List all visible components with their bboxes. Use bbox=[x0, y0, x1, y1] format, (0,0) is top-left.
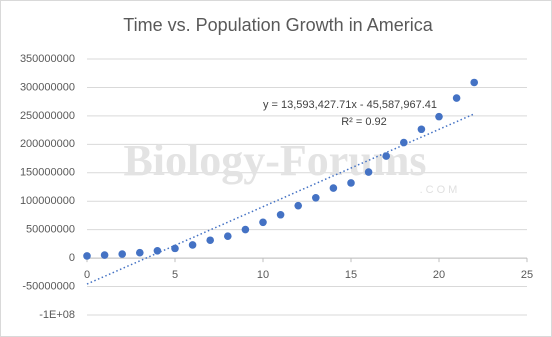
y-tick-label: 0 bbox=[69, 252, 75, 264]
point bbox=[206, 236, 214, 245]
point bbox=[400, 138, 408, 147]
x-tick-label: 15 bbox=[345, 269, 357, 281]
trendline bbox=[86, 113, 475, 285]
point bbox=[382, 152, 391, 160]
trend-r2: R² = 0.92 bbox=[341, 116, 387, 128]
x-tick-label: 25 bbox=[521, 269, 533, 281]
point bbox=[329, 184, 338, 192]
watermark: Biology-Forums bbox=[123, 136, 426, 185]
y-tick-label: 200000000 bbox=[20, 138, 75, 150]
y-tick-label: 300000000 bbox=[20, 81, 75, 93]
point bbox=[470, 78, 479, 87]
point bbox=[153, 246, 162, 255]
point bbox=[347, 179, 355, 187]
chart-title: Time vs. Population Growth in America bbox=[123, 15, 433, 35]
point bbox=[452, 94, 461, 102]
y-tick-label: 250000000 bbox=[20, 110, 75, 122]
point bbox=[224, 232, 232, 240]
x-tick-label: 5 bbox=[172, 269, 178, 281]
y-tick-label: -50000000 bbox=[22, 280, 75, 292]
point bbox=[136, 248, 144, 257]
x-tick-label: 0 bbox=[84, 269, 90, 281]
y-tick-label: 100000000 bbox=[20, 195, 75, 207]
point bbox=[100, 251, 109, 259]
point bbox=[417, 125, 426, 134]
trend-equation: y = 13,593,427.71x - 45,587,967.41 bbox=[263, 99, 437, 111]
x-tick-label: 20 bbox=[433, 269, 445, 281]
point bbox=[364, 168, 373, 176]
point bbox=[188, 241, 197, 249]
point bbox=[259, 218, 267, 227]
point bbox=[294, 201, 303, 210]
point bbox=[276, 210, 285, 219]
y-tick-label: 50000000 bbox=[26, 224, 75, 236]
watermark-sub: .COM bbox=[420, 184, 461, 196]
x-tick-label: 10 bbox=[257, 269, 269, 281]
point bbox=[83, 252, 91, 260]
y-tick-label: -1E+08 bbox=[39, 309, 75, 321]
y-tick-label: 150000000 bbox=[20, 167, 75, 179]
point bbox=[118, 250, 126, 258]
point bbox=[435, 112, 443, 121]
point bbox=[312, 194, 320, 202]
y-tick-label: 350000000 bbox=[20, 53, 75, 65]
point bbox=[171, 244, 179, 253]
point bbox=[241, 225, 250, 234]
